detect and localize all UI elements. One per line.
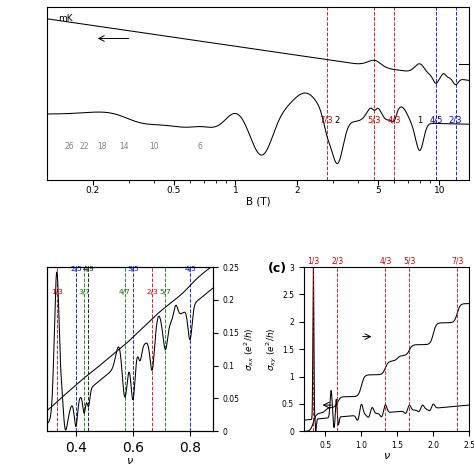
Text: (c): (c) xyxy=(267,262,287,275)
X-axis label: $\nu$: $\nu$ xyxy=(383,451,391,462)
Text: 2/5: 2/5 xyxy=(70,266,82,272)
Text: 6: 6 xyxy=(197,142,202,151)
Text: 26: 26 xyxy=(64,142,74,151)
Text: 2/3: 2/3 xyxy=(331,256,344,265)
Text: 2/3: 2/3 xyxy=(449,116,462,125)
Text: 1/3: 1/3 xyxy=(307,256,319,265)
Text: 4/7: 4/7 xyxy=(119,289,131,295)
Text: 7/3: 7/3 xyxy=(320,116,333,125)
Text: 4/5: 4/5 xyxy=(429,116,443,125)
Text: 3/5: 3/5 xyxy=(127,266,139,272)
Text: 1: 1 xyxy=(417,116,422,125)
Text: 2/3: 2/3 xyxy=(146,289,158,295)
Text: 5/3: 5/3 xyxy=(368,116,381,125)
Text: mK: mK xyxy=(58,14,73,23)
Text: 3/7: 3/7 xyxy=(78,289,90,295)
Text: 7/3: 7/3 xyxy=(451,256,464,265)
Text: 2: 2 xyxy=(335,116,340,125)
Text: 4/3: 4/3 xyxy=(387,116,401,125)
Text: 18: 18 xyxy=(97,142,107,151)
Y-axis label: $\sigma_{xy}\ (e^2/h)$: $\sigma_{xy}\ (e^2/h)$ xyxy=(264,328,279,371)
Text: 22: 22 xyxy=(80,142,89,151)
X-axis label: $\nu$: $\nu$ xyxy=(126,456,134,466)
Text: 10: 10 xyxy=(149,142,159,151)
Y-axis label: $\sigma_{xx}\ (e^2/h)$: $\sigma_{xx}\ (e^2/h)$ xyxy=(242,328,256,371)
Text: 5/3: 5/3 xyxy=(403,256,416,265)
Text: 4/3: 4/3 xyxy=(379,256,392,265)
Text: 4/5: 4/5 xyxy=(184,266,196,272)
Text: 4/9: 4/9 xyxy=(82,266,94,272)
Text: 14: 14 xyxy=(119,142,129,151)
Text: 1/3: 1/3 xyxy=(51,289,63,295)
X-axis label: B (T): B (T) xyxy=(246,196,271,206)
Text: 5/7: 5/7 xyxy=(160,289,172,295)
